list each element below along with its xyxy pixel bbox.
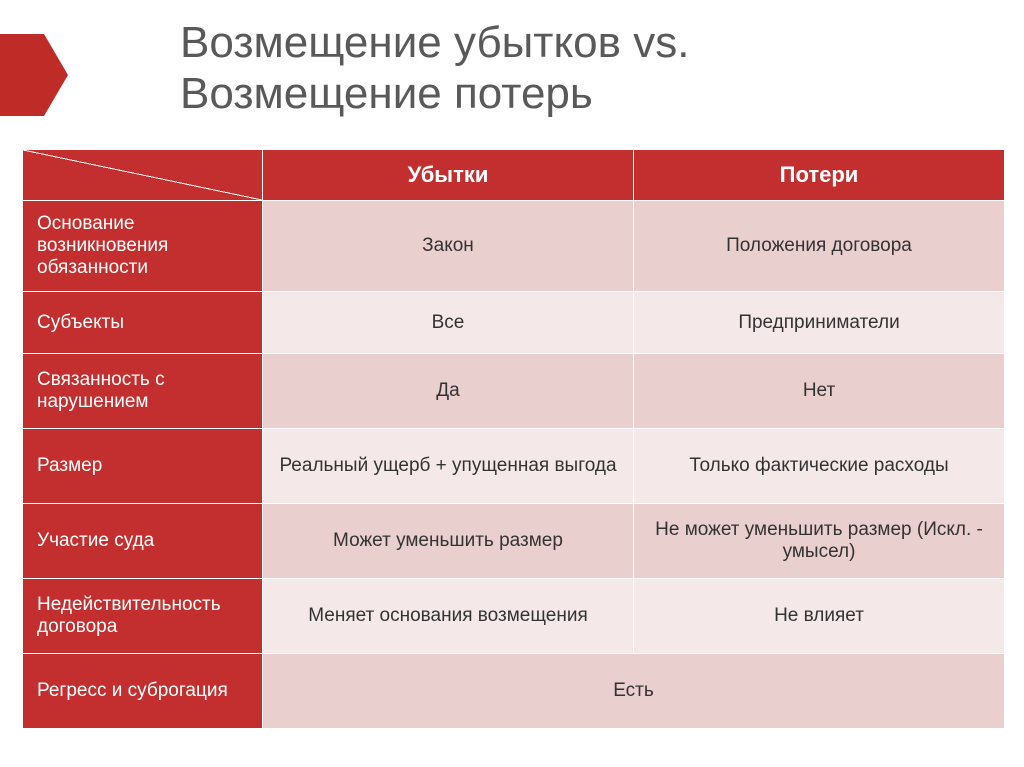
row-label: Связанность с нарушением <box>22 353 262 428</box>
cell: Да <box>262 353 633 428</box>
cell: Закон <box>262 200 633 291</box>
title-line-1: Возмещение убытков vs. <box>180 18 689 67</box>
cell: Нет <box>633 353 1004 428</box>
cell-merged: Есть <box>262 653 1004 728</box>
row-label: Регресс и суброгация <box>22 653 262 728</box>
cell: Все <box>262 291 633 353</box>
row-label: Участие суда <box>22 503 262 578</box>
comparison-table: Убытки Потери Основание возникновения об… <box>22 149 1004 728</box>
row-label: Недействительность договора <box>22 578 262 653</box>
slide-title: Возмещение убытков vs. Возмещение потерь <box>180 18 1024 119</box>
slide: Возмещение убытков vs. Возмещение потерь… <box>0 0 1024 767</box>
cell: Положения договора <box>633 200 1004 291</box>
cell: Предприниматели <box>633 291 1004 353</box>
col-header-1: Убытки <box>262 149 633 200</box>
cell: Меняет основания возмещения <box>262 578 633 653</box>
col-header-2: Потери <box>633 149 1004 200</box>
row-label: Субъекты <box>22 291 262 353</box>
cell: Не может уменьшить размер (Искл. - умысе… <box>633 503 1004 578</box>
cell: Только фактические расходы <box>633 428 1004 503</box>
cell: Может уменьшить размер <box>262 503 633 578</box>
arrow-icon <box>0 34 44 116</box>
cell: Реальный ущерб + упущенная выгода <box>262 428 633 503</box>
row-label: Основание возникновения обязанности <box>22 200 262 291</box>
cell: Не влияет <box>633 578 1004 653</box>
table-corner <box>22 149 262 200</box>
title-line-2: Возмещение потерь <box>180 69 593 118</box>
row-label: Размер <box>22 428 262 503</box>
title-area: Возмещение убытков vs. Возмещение потерь <box>0 0 1024 149</box>
